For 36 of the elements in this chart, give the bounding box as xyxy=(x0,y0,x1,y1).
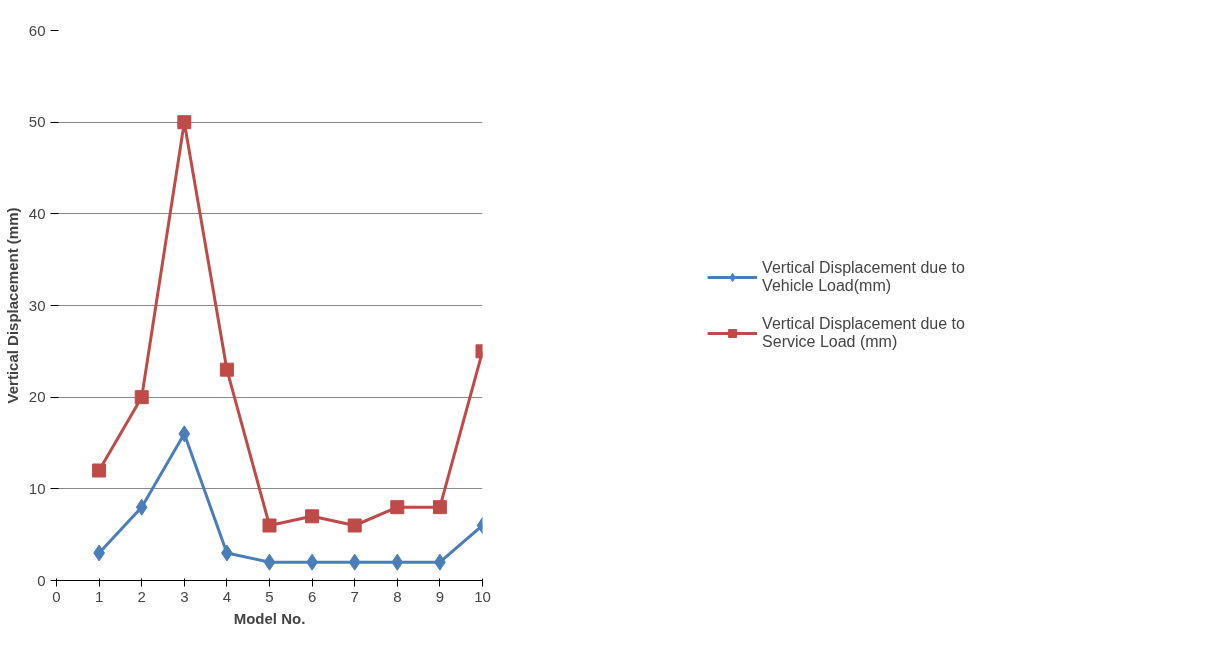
point xyxy=(177,115,192,130)
y-tick-label: 0 xyxy=(37,571,46,589)
y-tick-label: 60 xyxy=(28,21,46,39)
point xyxy=(347,518,362,533)
x-tick-label: 10 xyxy=(474,587,491,605)
x-tick-label: 3 xyxy=(180,587,189,605)
point xyxy=(219,362,234,377)
point xyxy=(305,509,320,524)
point xyxy=(178,425,191,443)
x-axis-title: Model No. xyxy=(233,609,306,627)
x-tick-label: 5 xyxy=(265,587,274,605)
point xyxy=(390,500,405,515)
y-tick-label: 20 xyxy=(28,388,46,406)
point xyxy=(134,390,149,405)
point xyxy=(432,500,447,515)
point xyxy=(348,553,361,571)
x-tick-label: 1 xyxy=(94,587,104,605)
x-tick-label: 7 xyxy=(350,587,359,605)
point xyxy=(263,553,276,571)
legend-label: Vertical Displacement due to Service Load (mm) xyxy=(762,315,965,351)
point xyxy=(391,553,404,571)
x-tick-label: 0 xyxy=(52,587,61,605)
y-tick-label: 40 xyxy=(28,204,46,222)
x-tick-label: 9 xyxy=(435,587,445,605)
x-tick-label: 2 xyxy=(137,587,146,605)
y-tick-label: 50 xyxy=(28,113,46,131)
x-tick-label: 8 xyxy=(393,587,402,605)
point xyxy=(92,463,107,478)
point xyxy=(262,518,277,533)
y-tick-label: 30 xyxy=(28,296,46,314)
point xyxy=(135,498,148,516)
y-tick-label: 10 xyxy=(28,479,46,497)
y-axis-title: Vertical Displacement (mm) xyxy=(3,207,21,404)
x-tick-label: 4 xyxy=(222,587,232,605)
legend-label: Vertical Displacement due to Vehicle Load(mm) xyxy=(762,259,965,295)
x-tick-label: 6 xyxy=(307,587,317,605)
